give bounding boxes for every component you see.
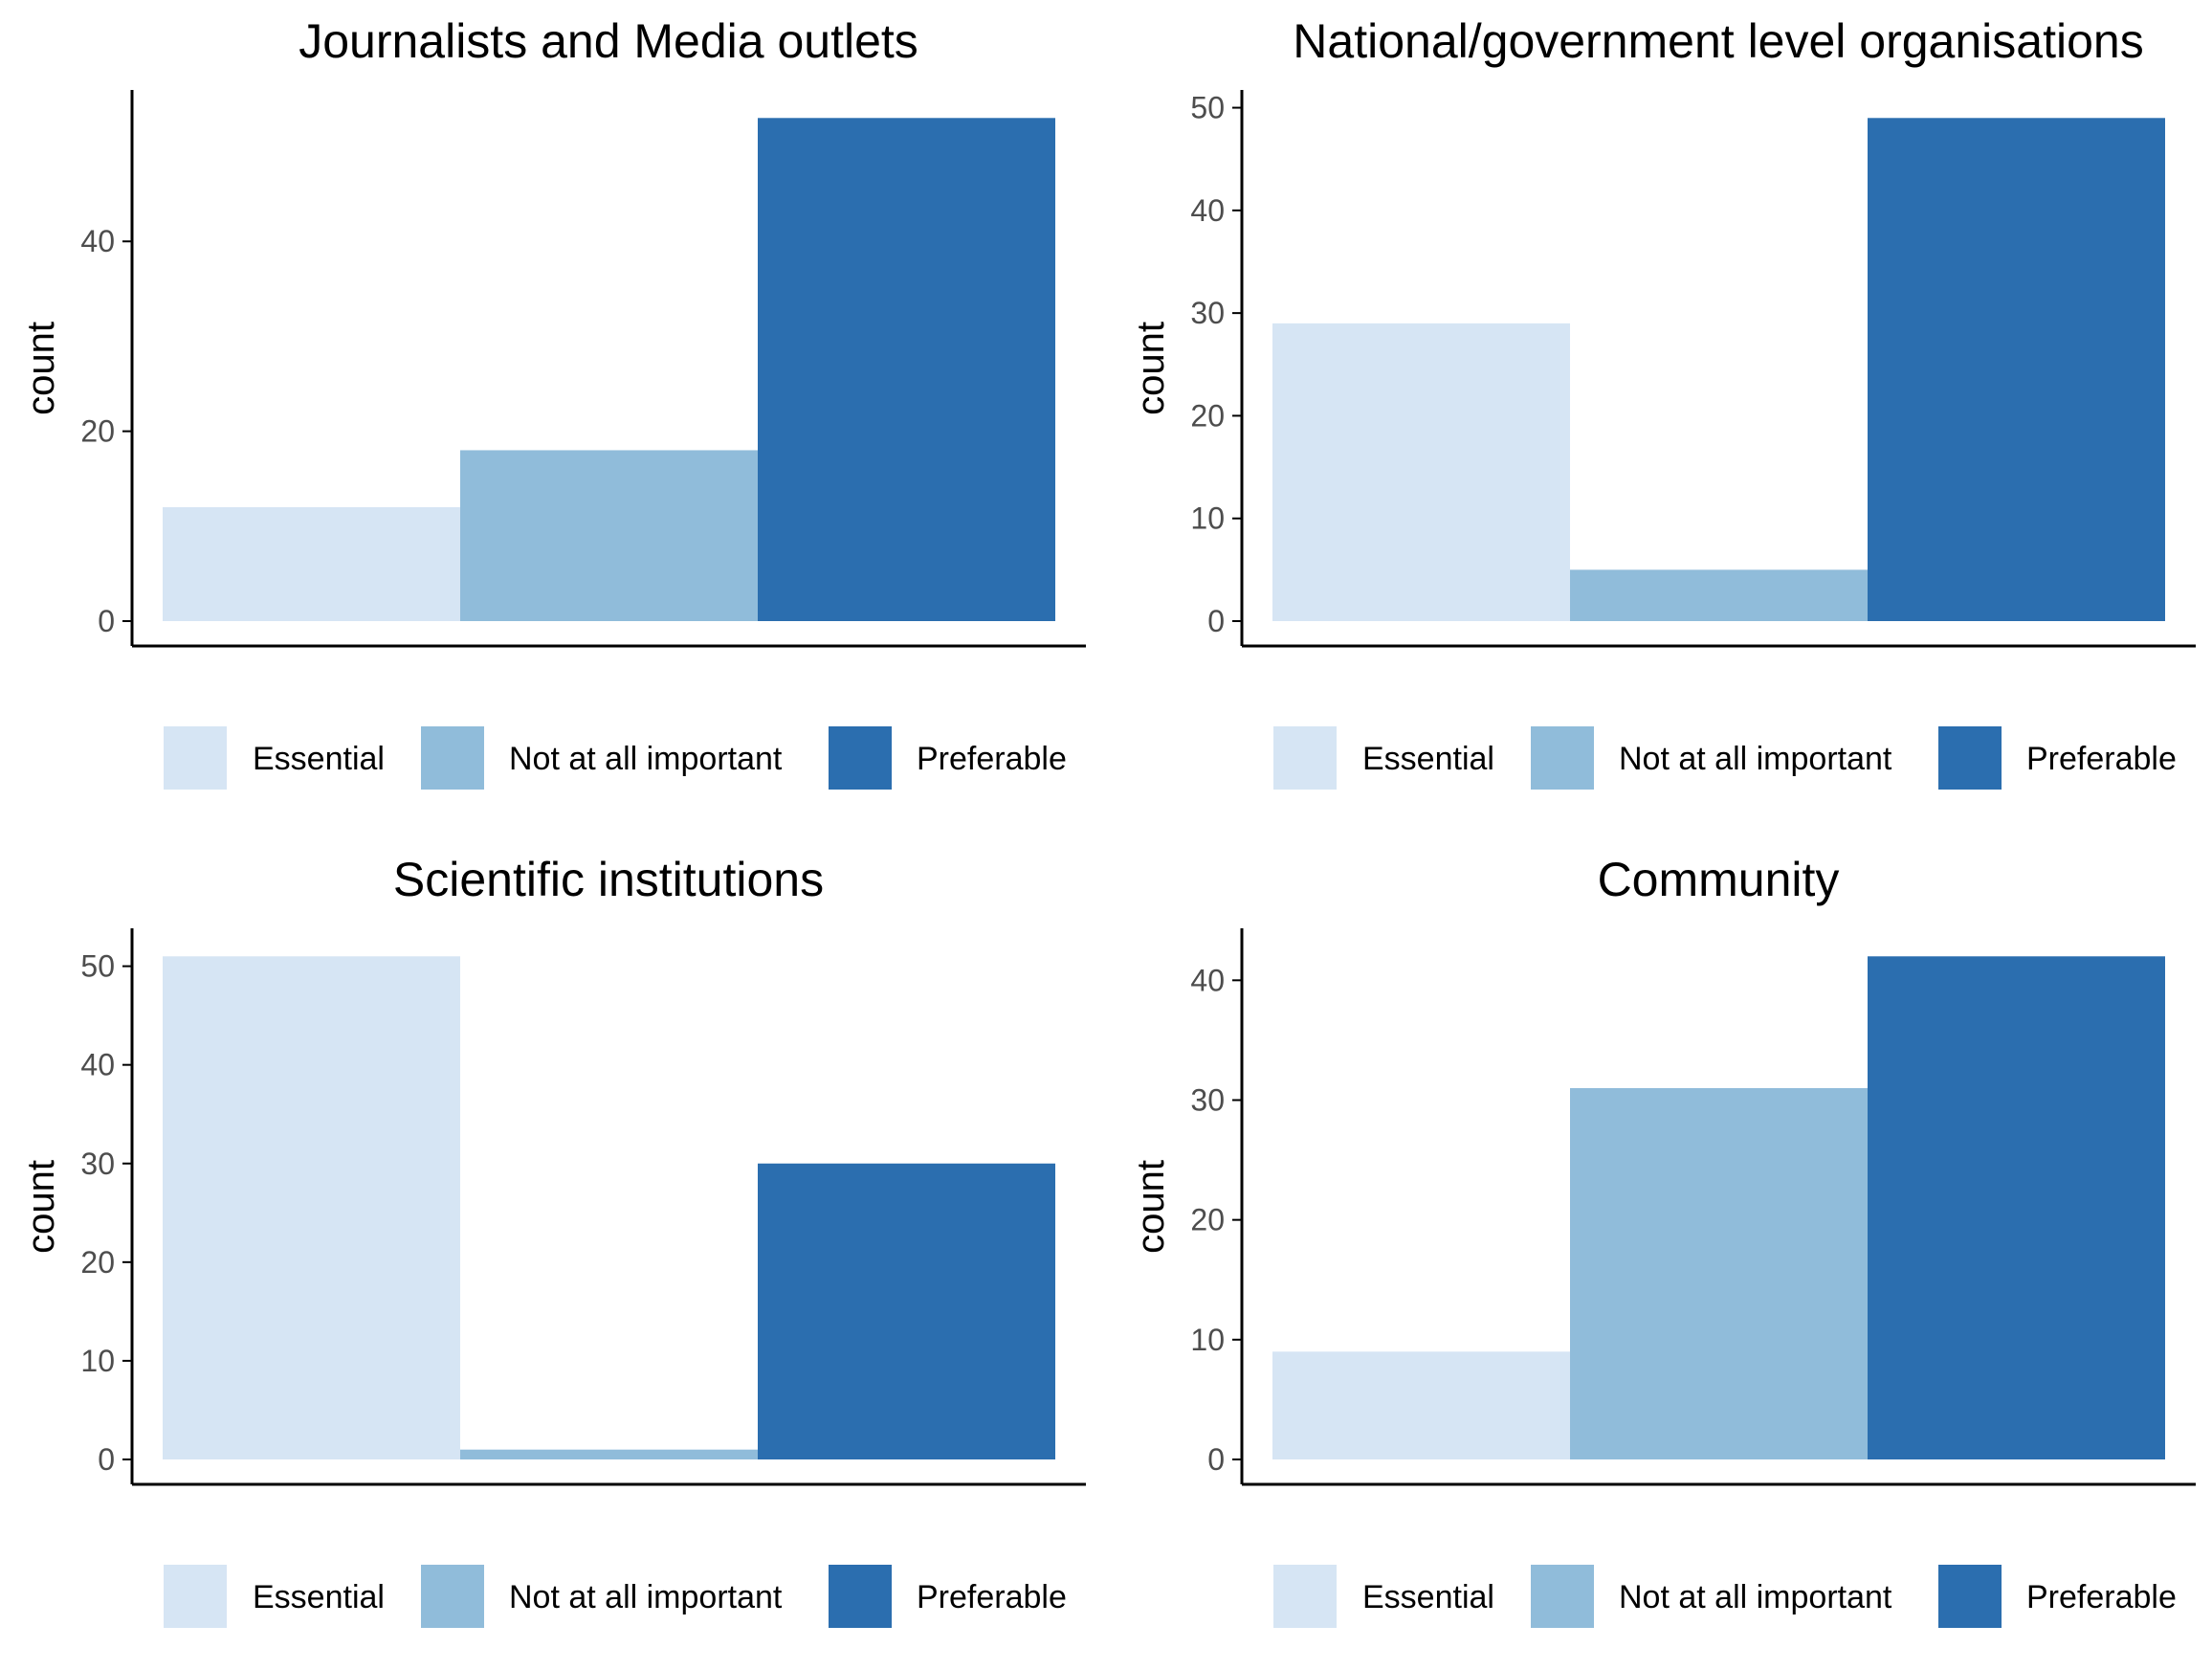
y-tick-label: 30 <box>1190 296 1225 330</box>
chart-title: Journalists and Media outlets <box>299 14 918 68</box>
y-tick-label: 0 <box>1207 604 1225 638</box>
legend-swatch <box>1272 724 1338 791</box>
legend-swatch <box>827 724 894 791</box>
y-tick-label: 20 <box>1190 1203 1225 1237</box>
y-tick-label: 50 <box>1190 91 1225 125</box>
chart-title: Scientific institutions <box>393 853 824 906</box>
legend-label: Essential <box>1362 1579 1494 1615</box>
y-tick-label: 40 <box>1190 963 1225 997</box>
y-tick-label: 10 <box>80 1344 115 1378</box>
bar-not-at-all-important <box>1570 1087 1868 1459</box>
bar-essential <box>163 506 460 621</box>
y-tick-label: 40 <box>80 1048 115 1082</box>
legend-label: Essential <box>1362 741 1494 777</box>
bar-not-at-all-important <box>460 450 758 621</box>
legend-label: Preferable <box>917 1579 1067 1615</box>
legend-swatch <box>1936 724 2003 791</box>
chart-title: Community <box>1598 853 1840 906</box>
bar-preferable <box>758 118 1055 622</box>
panel-4: Community count 0 10 20 30 40 Essential Not at a… <box>1130 853 2196 1630</box>
y-tick-label: 0 <box>98 604 115 638</box>
bar-essential <box>1272 323 1570 621</box>
y-tick-label: 50 <box>80 949 115 984</box>
legend-swatch <box>1529 1563 1596 1630</box>
y-tick-label: 30 <box>80 1147 115 1181</box>
legend-swatch <box>162 724 229 791</box>
panel-2: National/government level organisations c… <box>1130 14 2196 791</box>
y-axis-label: count <box>1130 322 1172 415</box>
legend-label: Not at all important <box>1619 1579 1892 1615</box>
legend-label: Not at all important <box>509 1579 783 1615</box>
y-tick-label: 0 <box>98 1442 115 1477</box>
y-axis-label: count <box>20 322 62 415</box>
y-axis-label: count <box>1130 1160 1172 1254</box>
bar-not-at-all-important <box>460 1449 758 1459</box>
panel-1: Journalists and Media outlets count 0 20 40 E… <box>20 14 1086 791</box>
legend-swatch <box>419 1563 486 1630</box>
y-axis-label: count <box>20 1160 62 1254</box>
y-tick-label: 40 <box>1190 193 1225 228</box>
legend-swatch <box>1272 1563 1338 1630</box>
legend-swatch <box>1936 1563 2003 1630</box>
y-tick-label: 0 <box>1207 1442 1225 1477</box>
y-tick-label: 40 <box>80 224 115 258</box>
y-tick-label: 20 <box>80 414 115 449</box>
legend-swatch <box>1529 724 1596 791</box>
legend-label: Essential <box>253 1579 385 1615</box>
bar-preferable <box>1868 956 2165 1459</box>
legend-label: Preferable <box>2026 741 2177 777</box>
legend-swatch <box>827 1563 894 1630</box>
panel-3: Scientific institutions count 0 10 20 30 40 50 E… <box>20 853 1086 1630</box>
legend-label: Preferable <box>2026 1579 2177 1615</box>
bar-preferable <box>758 1163 1055 1459</box>
legend-label: Not at all important <box>1619 741 1892 777</box>
bar-not-at-all-important <box>1570 569 1868 621</box>
chart-title: National/government level organisations <box>1293 14 2143 68</box>
bar-essential <box>1272 1351 1570 1459</box>
legend-label: Not at all important <box>509 741 783 777</box>
y-tick-label: 30 <box>1190 1082 1225 1117</box>
bar-preferable <box>1868 118 2165 622</box>
legend-swatch <box>162 1563 229 1630</box>
y-tick-label: 20 <box>1190 398 1225 433</box>
y-tick-label: 20 <box>80 1245 115 1280</box>
legend-swatch <box>419 724 486 791</box>
legend-label: Preferable <box>917 741 1067 777</box>
legend-label: Essential <box>253 741 385 777</box>
y-tick-label: 10 <box>1190 501 1225 536</box>
y-tick-label: 10 <box>1190 1323 1225 1357</box>
bar-essential <box>163 956 460 1459</box>
